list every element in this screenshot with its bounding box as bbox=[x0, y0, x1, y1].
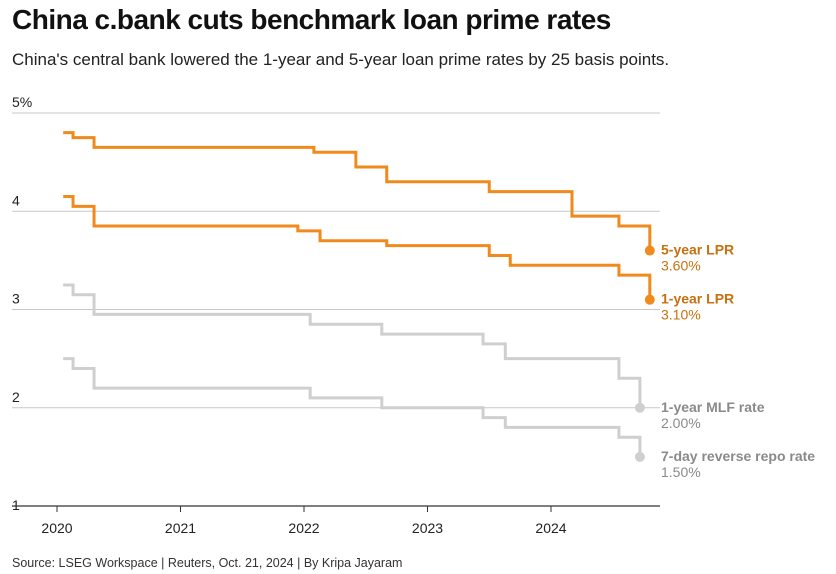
series-end-marker bbox=[644, 245, 655, 256]
series-label: 5-year LPR bbox=[661, 242, 734, 258]
series-line bbox=[63, 195, 652, 300]
series-line bbox=[63, 131, 652, 251]
series-label: 7-day reverse repo rate bbox=[661, 448, 815, 464]
series-value-label: 2.00% bbox=[661, 415, 701, 431]
series-end-marker bbox=[634, 451, 645, 462]
series-label: 1-year MLF rate bbox=[661, 399, 765, 415]
x-tick-label: 2021 bbox=[165, 520, 196, 536]
y-tick-label: 3 bbox=[12, 291, 20, 307]
chart-title: China c.bank cuts benchmark loan prime r… bbox=[12, 4, 611, 35]
series-end-marker bbox=[634, 402, 645, 413]
series-value-label: 1.50% bbox=[661, 464, 701, 480]
series-end-marker bbox=[644, 294, 655, 305]
series-value-label: 3.60% bbox=[661, 258, 701, 274]
series-value-label: 3.10% bbox=[661, 307, 701, 323]
y-tick-label: 1 bbox=[12, 497, 20, 513]
y-tick-label: 2 bbox=[12, 389, 20, 405]
series-line bbox=[63, 357, 642, 457]
y-tick-label: 4 bbox=[12, 192, 20, 208]
source-note: Source: LSEG Workspace | Reuters, Oct. 2… bbox=[12, 556, 403, 570]
series-line bbox=[63, 283, 642, 408]
x-tick-label: 2020 bbox=[41, 520, 72, 536]
chart-subtitle: China's central bank lowered the 1-year … bbox=[12, 50, 670, 69]
x-tick-label: 2023 bbox=[412, 520, 443, 536]
x-tick-label: 2022 bbox=[288, 520, 319, 536]
x-tick-label: 2024 bbox=[535, 520, 566, 536]
series-label: 1-year LPR bbox=[661, 291, 734, 307]
y-tick-label: 5% bbox=[12, 94, 32, 110]
